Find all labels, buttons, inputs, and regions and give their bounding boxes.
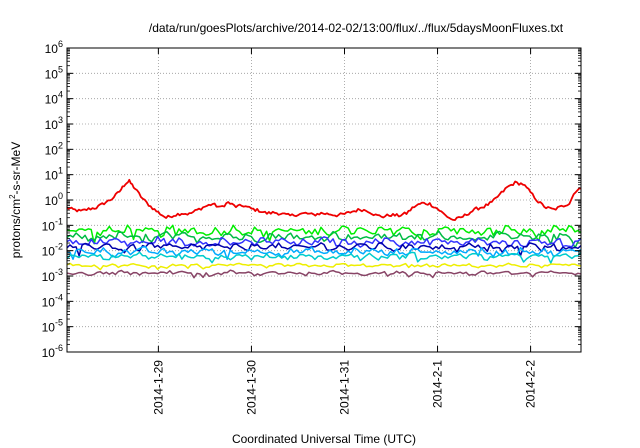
series-line-2 [66, 224, 582, 245]
y-tick-label-base: 10 [45, 169, 59, 183]
y-tick-label: 10-2 [42, 242, 63, 259]
series-line-8 [66, 262, 582, 271]
y-tick-label-base: 10 [45, 118, 59, 132]
y-tick-label: 103 [45, 115, 63, 132]
y-axis-label-rest: -s-sr-MeV [9, 142, 23, 195]
y-tick-label: 10-4 [42, 292, 63, 309]
y-tick-label-exponent: -3 [55, 267, 63, 277]
y-tick-label: 10-1 [42, 216, 63, 233]
x-axis-label: Coordinated Universal Time (UTC) [232, 432, 416, 446]
x-tick-label: 2014-1-30 [244, 360, 258, 415]
y-tick-label-exponent: -2 [55, 242, 63, 252]
y-tick-label-exponent: 4 [58, 90, 63, 100]
x-tick-labels: 2014-1-29 2014-1-30 2014-1-31 2014-2-1 2014-… [151, 360, 537, 415]
series-line-6 [66, 246, 582, 261]
y-tick-label: 101 [45, 166, 63, 183]
y-tick-label-base: 10 [42, 346, 56, 360]
series-line-1 [66, 178, 582, 222]
series-line-7 [66, 251, 582, 264]
x-tick-label: 2014-2-1 [431, 360, 445, 408]
y-tick-label: 10-6 [42, 343, 63, 360]
y-tick-label-base: 10 [42, 321, 56, 335]
y-tick-label: 10-3 [42, 267, 63, 284]
y-tick-label: 106 [45, 39, 63, 56]
y-tick-label-exponent: 6 [58, 39, 63, 49]
y-tick-label-base: 10 [45, 93, 59, 107]
y-tick-label: 104 [45, 90, 63, 107]
y-axis-label: protons/cm2-s-sr-MeV [8, 142, 23, 258]
y-tick-label: 10-5 [42, 318, 63, 335]
y-axis-label-base: protons/cm [9, 199, 23, 258]
chart-title: /data/run/goesPlots/archive/2014-02-02/1… [149, 21, 564, 35]
axis-ticks [67, 47, 581, 353]
y-tick-label-base: 10 [45, 143, 59, 157]
y-tick-label-base: 10 [42, 295, 56, 309]
y-axis-label-sup: 2 [8, 194, 17, 199]
series-line-9 [66, 269, 582, 279]
y-tick-label-base: 10 [45, 194, 59, 208]
series-layer [66, 178, 582, 279]
series-line-5 [66, 241, 582, 257]
y-tick-label-exponent: -6 [55, 343, 63, 353]
y-tick-label-exponent: -1 [55, 216, 63, 226]
y-tick-label-exponent: -4 [55, 292, 63, 302]
y-tick-label: 105 [45, 64, 63, 81]
y-tick-label-exponent: 1 [58, 166, 63, 176]
y-tick-label-base: 10 [42, 245, 56, 259]
x-tick-label: 2014-2-2 [524, 360, 538, 408]
series-line-3 [66, 230, 582, 249]
y-tick-label-exponent: 0 [58, 191, 63, 201]
y-tick-label-base: 10 [42, 219, 56, 233]
y-tick-label: 100 [45, 191, 63, 208]
y-tick-labels: 10-610-510-410-310-210-11001011021031041… [42, 39, 63, 360]
y-tick-label-base: 10 [45, 67, 59, 81]
y-tick-label-base: 10 [45, 42, 59, 56]
x-tick-label: 2014-1-31 [337, 360, 351, 415]
y-tick-label-exponent: 3 [58, 115, 63, 125]
x-tick-label: 2014-1-29 [151, 360, 165, 415]
y-tick-label: 102 [45, 140, 63, 157]
y-tick-label-exponent: 5 [58, 64, 63, 74]
y-tick-label-base: 10 [42, 270, 56, 284]
y-tick-label-exponent: -5 [55, 318, 63, 328]
y-tick-label-exponent: 2 [58, 140, 63, 150]
